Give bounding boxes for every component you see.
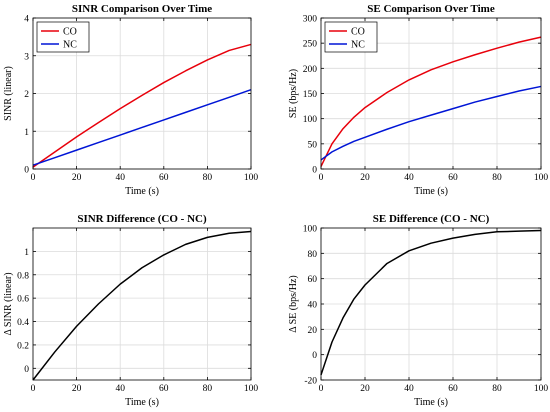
x-tick-label: 0 [319, 384, 324, 394]
series-line-nc [32, 89, 252, 166]
y-tick-label: 3 [24, 52, 29, 62]
y-axis-label: SE (bps/Hz) [288, 69, 299, 118]
x-tick-label: 40 [404, 173, 414, 183]
x-tick-label: 100 [534, 384, 549, 394]
x-axis-label: Time (s) [414, 397, 448, 408]
x-tick-label: 100 [244, 173, 259, 183]
y-axis-label: Δ SINR (linear) [3, 272, 14, 335]
y-tick-label: 60 [308, 275, 318, 285]
x-tick-label: 20 [360, 384, 370, 394]
x-tick-label: 40 [115, 384, 125, 394]
plot-area [33, 228, 251, 380]
axes-frame [32, 227, 252, 381]
x-axis-label: Time (s) [125, 186, 159, 197]
y-tick-label: 200 [303, 65, 318, 75]
x-tick-label: 40 [115, 173, 125, 183]
series-line-difference [32, 230, 252, 381]
x-tick-label: 100 [534, 173, 549, 183]
legend-label-co: CO [351, 27, 365, 38]
legend: CO NC [36, 21, 90, 53]
x-tick-label: 40 [404, 384, 414, 394]
y-tick-label: 1 [24, 128, 29, 138]
x-tick-label: 60 [448, 173, 458, 183]
x-tick-label: 0 [31, 384, 36, 394]
y-tick-label: 2 [24, 90, 29, 100]
chart-title: SINR Difference (CO - NC) [77, 213, 207, 225]
chart-title: SE Difference (CO - NC) [373, 213, 490, 225]
series-line-nc [320, 85, 542, 161]
y-tick-label: 4 [24, 15, 29, 25]
y-tick-label: 0 [24, 365, 29, 375]
chart-title: SINR Comparison Over Time [72, 3, 212, 15]
series-line-co [320, 36, 542, 167]
y-tick-label: 0.8 [17, 271, 29, 281]
x-tick-label: 60 [159, 384, 169, 394]
x-tick-label: 0 [319, 173, 324, 183]
y-tick-label: 50 [308, 140, 318, 150]
y-tick-label: -20 [304, 377, 317, 387]
y-tick-label: 300 [303, 15, 318, 25]
series-line-difference [320, 229, 542, 376]
legend-box [36, 21, 90, 53]
y-axis-label: Δ SE (bps/Hz) [288, 275, 299, 333]
y-tick-label: 20 [308, 326, 318, 336]
y-tick-label: 80 [308, 250, 318, 260]
y-tick-label: 0.2 [17, 341, 29, 351]
legend-label-nc: NC [63, 40, 77, 51]
y-tick-label: 0.4 [17, 318, 29, 328]
x-tick-label: 80 [492, 173, 502, 183]
chart-panel-3: 0 20 40 60 80 100 0 0.2 0.4 0.6 0.8 1 SINR Differenc… [3, 213, 258, 408]
x-tick-label: 100 [244, 384, 259, 394]
legend: CO NC [324, 21, 378, 53]
legend-box [324, 21, 378, 53]
x-tick-label: 80 [203, 173, 213, 183]
legend-label-nc: NC [351, 40, 365, 51]
x-axis-label: Time (s) [414, 186, 448, 197]
chart-panel-1: 0 20 40 60 80 100 0 1 2 3 4 SINR Comparison Over Ti… [3, 3, 258, 197]
y-tick-label: 0 [24, 166, 29, 176]
legend-label-co: CO [63, 27, 77, 38]
chart-panel-2: 0 20 40 60 80 100 0 50 100 150 200 250 300 SE Compari… [288, 3, 548, 197]
y-axis-label: SINR (linear) [3, 66, 14, 121]
x-axis-label: Time (s) [125, 397, 159, 408]
series-line-co [32, 43, 252, 168]
x-tick-label: 20 [360, 173, 370, 183]
x-tick-label: 80 [203, 384, 213, 394]
y-tick-label: 100 [303, 225, 318, 235]
y-tick-label: 1 [24, 248, 29, 258]
x-tick-label: 20 [72, 384, 82, 394]
y-tick-label: 250 [303, 40, 318, 50]
y-tick-label: 150 [303, 90, 318, 100]
y-tick-label: 0 [312, 166, 317, 176]
x-tick-label: 20 [72, 173, 82, 183]
x-tick-label: 0 [31, 173, 36, 183]
x-tick-label: 60 [159, 173, 169, 183]
y-tick-label: 100 [303, 115, 318, 125]
x-tick-label: 80 [492, 384, 502, 394]
y-tick-label: 40 [308, 301, 318, 311]
y-tick-label: 0 [312, 351, 317, 361]
chart-title: SE Comparison Over Time [367, 3, 495, 15]
x-tick-label: 60 [448, 384, 458, 394]
y-tick-label: 0.6 [17, 295, 29, 305]
